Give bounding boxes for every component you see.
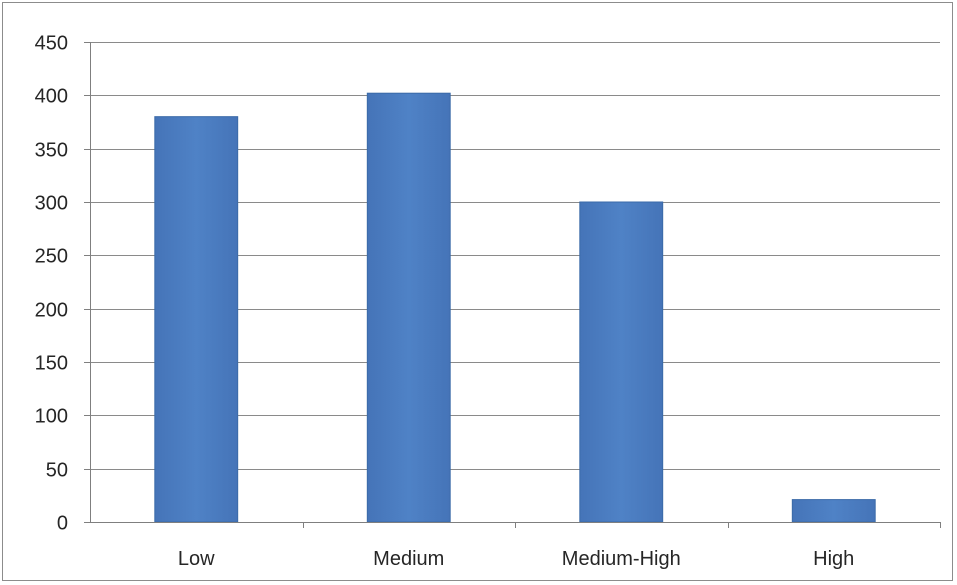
y-tick-label: 400: [35, 86, 68, 108]
y-tick-label: 50: [46, 460, 68, 482]
x-tick-label: Medium: [373, 548, 444, 570]
y-tick-label: 0: [57, 513, 68, 535]
bar-medium-high: [579, 201, 664, 523]
bar-low: [154, 116, 239, 523]
x-tick-label: Medium-High: [562, 548, 681, 570]
y-tick-label: 250: [35, 246, 68, 268]
bar-medium: [366, 92, 451, 523]
y-tick-label: 100: [35, 406, 68, 428]
y-tick-label: 450: [35, 33, 68, 55]
x-tick-label: High: [813, 548, 854, 570]
y-tick-label: 200: [35, 300, 68, 322]
y-tick-label: 350: [35, 140, 68, 162]
axes: [84, 42, 941, 528]
y-tick-label: 300: [35, 193, 68, 215]
y-axis-tick-labels: 0 50 100 150 200 250 300 350 400 450: [35, 33, 68, 535]
x-tick-label: Low: [178, 548, 215, 570]
bars: [154, 92, 876, 523]
y-tick-label: 150: [35, 353, 68, 375]
bar-high: [791, 499, 876, 523]
x-axis-tick-labels: Low Medium Medium-High High: [178, 548, 854, 570]
